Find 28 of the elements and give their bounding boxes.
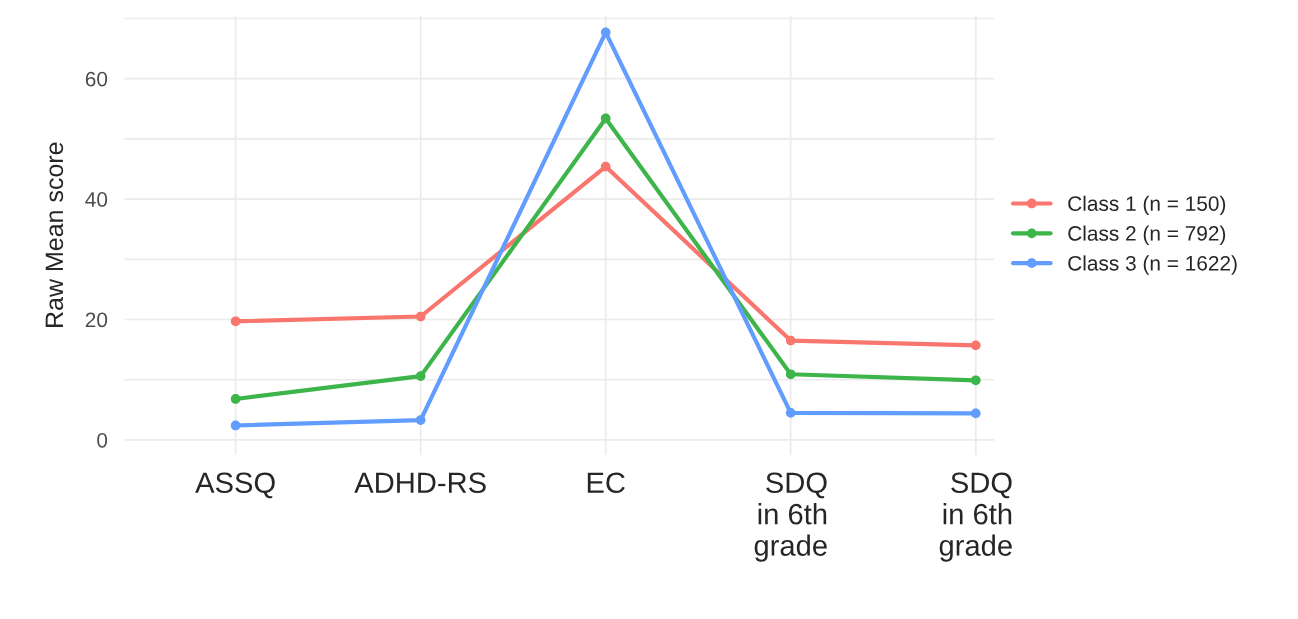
y-tick-label: 20: [85, 312, 108, 328]
point: [970, 375, 981, 386]
point: [600, 161, 611, 172]
point: [785, 335, 796, 346]
point: [415, 371, 426, 381]
point: [600, 27, 611, 38]
point: [415, 415, 426, 425]
point: [230, 316, 241, 327]
point: [415, 311, 426, 322]
y-tick-label: 0: [97, 432, 108, 448]
point: [230, 420, 241, 431]
point: [970, 408, 981, 419]
legend-label: Class 1 (n = 150): [1068, 195, 1226, 216]
x-tick-label: SDQ in 6th grade: [754, 472, 827, 562]
x-tick-label: ADHD-RS: [354, 472, 486, 494]
legend-label: Class 2 (n = 792): [1068, 225, 1226, 245]
x-tick-label: ASSQ: [195, 472, 275, 499]
point: [600, 113, 611, 124]
point: [970, 340, 981, 351]
x-tick-label: SDQ in 6th grade: [939, 472, 1012, 562]
x-tick-label: EC: [587, 472, 625, 494]
y-tick-label: 60: [85, 71, 108, 87]
point: [785, 369, 796, 380]
point: [230, 394, 241, 404]
y-axis-title: Raw Mean score: [45, 142, 64, 327]
y-tick-label: 40: [85, 192, 108, 207]
point: [785, 407, 796, 418]
legend-label: Class 3 (n = 1622): [1068, 255, 1237, 275]
